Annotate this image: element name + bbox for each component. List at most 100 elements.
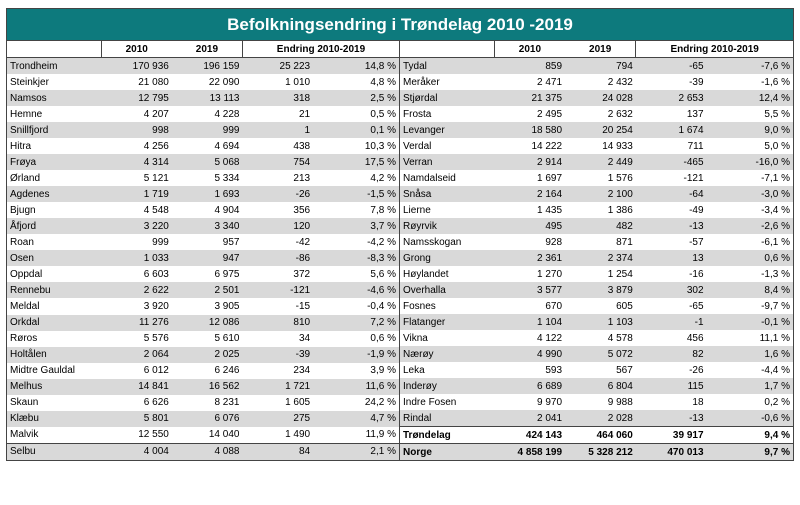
cell-p: 2,1 % <box>313 443 399 460</box>
cell-p: 12,4 % <box>707 90 793 106</box>
cell-d: -64 <box>636 186 707 202</box>
cell-name: Grong <box>400 250 494 266</box>
table-row: Steinkjer21 08022 0901 0104,8 % <box>7 74 400 90</box>
table-row: Trøndelag424 143464 06039 9179,4 % <box>400 427 793 444</box>
cell-name: Snillfjord <box>7 122 101 138</box>
cell-y1: 12 795 <box>101 90 172 106</box>
cell-d: -65 <box>636 58 707 75</box>
cell-y1: 4 858 199 <box>494 444 565 461</box>
cell-y2: 5 610 <box>172 331 243 347</box>
table-row: Hemne4 2074 228210,5 % <box>7 106 400 122</box>
table-row: Namdalseid1 6971 576-121-7,1 % <box>400 170 793 186</box>
cell-name: Namsskogan <box>400 234 494 250</box>
cell-y1: 3 577 <box>494 282 565 298</box>
table-row: Trondheim170 936196 15925 22314,8 % <box>7 58 400 75</box>
cell-y1: 1 697 <box>494 170 565 186</box>
cell-d: -39 <box>636 74 707 90</box>
cell-d: -65 <box>636 298 707 314</box>
cell-name: Malvik <box>7 427 101 444</box>
table-row: Malvik12 55014 0401 49011,9 % <box>7 427 400 444</box>
cell-name: Agdenes <box>7 186 101 202</box>
cell-name: Lierne <box>400 202 494 218</box>
cell-name: Roan <box>7 234 101 250</box>
cell-y1: 998 <box>101 122 172 138</box>
cell-name: Fosnes <box>400 298 494 314</box>
cell-name: Osen <box>7 250 101 266</box>
cell-y2: 3 905 <box>172 298 243 314</box>
cell-y2: 6 975 <box>172 266 243 282</box>
cell-p: 5,0 % <box>707 138 793 154</box>
cell-name: Ørland <box>7 170 101 186</box>
cell-p: 17,5 % <box>313 154 399 170</box>
cell-y2: 1 103 <box>565 314 636 330</box>
cell-d: 234 <box>242 363 313 379</box>
cell-d: -26 <box>636 362 707 378</box>
cell-d: 13 <box>636 250 707 266</box>
cell-d: 1 674 <box>636 122 707 138</box>
cell-p: 9,0 % <box>707 122 793 138</box>
cell-d: 1 605 <box>242 395 313 411</box>
cell-name: Overhalla <box>400 282 494 298</box>
table-row: Verdal14 22214 9337115,0 % <box>400 138 793 154</box>
cell-d: 356 <box>242 202 313 218</box>
cell-p: 1,7 % <box>707 378 793 394</box>
cell-d: 372 <box>242 266 313 282</box>
cell-name: Trondheim <box>7 58 101 75</box>
cell-name: Vikna <box>400 330 494 346</box>
cell-y2: 196 159 <box>172 58 243 75</box>
cell-d: -121 <box>636 170 707 186</box>
cell-y2: 6 076 <box>172 411 243 427</box>
col-year1: 2010 <box>494 41 565 58</box>
cell-y2: 14 040 <box>172 427 243 444</box>
cell-d: 137 <box>636 106 707 122</box>
cell-p: -1,5 % <box>313 186 399 202</box>
cell-d: 213 <box>242 170 313 186</box>
col-change: Endring 2010-2019 <box>242 41 399 58</box>
cell-p: 3,9 % <box>313 363 399 379</box>
table-row: Indre Fosen9 9709 988180,2 % <box>400 394 793 410</box>
cell-y1: 4 548 <box>101 202 172 218</box>
cell-y1: 4 990 <box>494 346 565 362</box>
cell-d: -465 <box>636 154 707 170</box>
cell-y1: 2 495 <box>494 106 565 122</box>
table-row: Orkdal11 27612 0868107,2 % <box>7 315 400 331</box>
table-row: Namsskogan928871-57-6,1 % <box>400 234 793 250</box>
cell-y2: 22 090 <box>172 74 243 90</box>
cell-d: 39 917 <box>636 427 707 444</box>
cell-y2: 2 432 <box>565 74 636 90</box>
cell-y1: 4 314 <box>101 154 172 170</box>
cell-y2: 464 060 <box>565 427 636 444</box>
cell-y1: 1 033 <box>101 250 172 266</box>
cell-y2: 957 <box>172 234 243 250</box>
cell-name: Hitra <box>7 138 101 154</box>
cell-y2: 1 386 <box>565 202 636 218</box>
table-row: Nærøy4 9905 072821,6 % <box>400 346 793 362</box>
cell-y2: 5 072 <box>565 346 636 362</box>
cell-y1: 3 920 <box>101 298 172 314</box>
table-row: Namsos12 79513 1133182,5 % <box>7 90 400 106</box>
cell-y1: 2 914 <box>494 154 565 170</box>
table-row: Meldal3 9203 905-15-0,4 % <box>7 298 400 314</box>
cell-y2: 4 088 <box>172 443 243 460</box>
table-row: Rennebu2 6222 501-121-4,6 % <box>7 282 400 298</box>
table-row: Bjugn4 5484 9043567,8 % <box>7 202 400 218</box>
table-row: Roan999957-42-4,2 % <box>7 234 400 250</box>
cell-d: 438 <box>242 138 313 154</box>
cell-y2: 2 501 <box>172 282 243 298</box>
cell-d: 2 653 <box>636 90 707 106</box>
table-row: Inderøy6 6896 8041151,7 % <box>400 378 793 394</box>
cell-name: Holtålen <box>7 347 101 363</box>
table-row: Levanger18 58020 2541 6749,0 % <box>400 122 793 138</box>
cell-name: Indre Fosen <box>400 394 494 410</box>
cell-name: Frøya <box>7 154 101 170</box>
cell-p: -7,6 % <box>707 58 793 75</box>
cell-name: Meråker <box>400 74 494 90</box>
cell-y2: 12 086 <box>172 315 243 331</box>
table-row: Norge4 858 1995 328 212470 0139,7 % <box>400 444 793 461</box>
cell-d: 25 223 <box>242 58 313 75</box>
cell-y1: 14 841 <box>101 379 172 395</box>
col-blank <box>400 41 494 58</box>
cell-name: Stjørdal <box>400 90 494 106</box>
cell-d: 470 013 <box>636 444 707 461</box>
col-change: Endring 2010-2019 <box>636 41 793 58</box>
